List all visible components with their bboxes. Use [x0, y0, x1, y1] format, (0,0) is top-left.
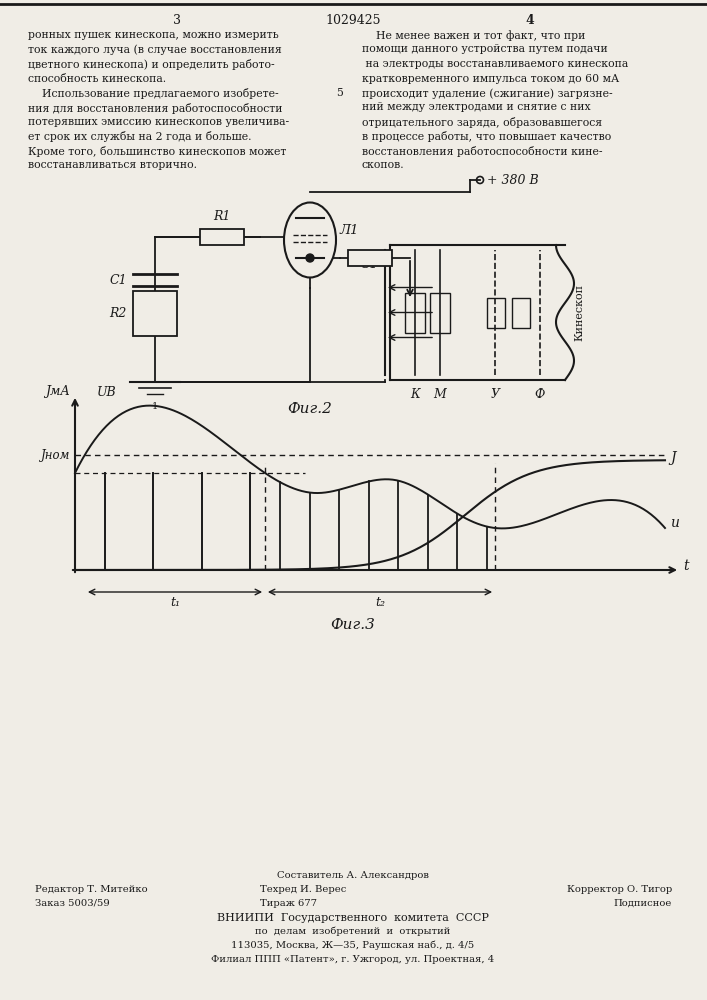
Text: R2: R2	[110, 307, 127, 320]
Text: ВНИИПИ  Государственного  комитета  СССР: ВНИИПИ Государственного комитета СССР	[217, 913, 489, 923]
Text: 1029425: 1029425	[325, 14, 381, 27]
Text: 5: 5	[337, 88, 344, 98]
Text: 1: 1	[152, 402, 158, 411]
Text: по  делам  изобретений  и  открытий: по делам изобретений и открытий	[255, 927, 450, 936]
Text: К: К	[410, 388, 420, 401]
Text: ет срок их службы на 2 года и больше.: ет срок их службы на 2 года и больше.	[28, 131, 252, 142]
Text: помощи данного устройства путем подачи: помощи данного устройства путем подачи	[362, 44, 608, 54]
Bar	[487, 298, 505, 328]
Bar	[430, 292, 450, 332]
Text: t₂: t₂	[375, 596, 385, 609]
Text: Тираж 677: Тираж 677	[260, 899, 317, 908]
Text: Кроме того, большинство кинескопов может: Кроме того, большинство кинескопов может	[28, 146, 286, 157]
Bar	[512, 298, 530, 328]
Text: Использование предлагаемого изобрете-: Использование предлагаемого изобрете-	[28, 88, 279, 99]
Bar	[133, 291, 177, 336]
Text: ронных пушек кинескопа, можно измерить: ронных пушек кинескопа, можно измерить	[28, 30, 279, 40]
Text: Фиг.3: Фиг.3	[331, 618, 375, 632]
Text: на электроды восстанавливаемого кинескопа: на электроды восстанавливаемого кинескоп…	[362, 59, 629, 69]
Bar	[348, 250, 392, 266]
Text: ний между электродами и снятие с них: ний между электродами и снятие с них	[362, 103, 590, 112]
Text: Заказ 5003/59: Заказ 5003/59	[35, 899, 110, 908]
Text: UВ: UВ	[97, 385, 117, 398]
Text: 4: 4	[525, 14, 534, 27]
Text: Корректор О. Тигор: Корректор О. Тигор	[567, 885, 672, 894]
Text: ния для восстановления работоспособности: ния для восстановления работоспособности	[28, 103, 283, 113]
Text: 113035, Москва, Ж—35, Раушская наб., д. 4/5: 113035, Москва, Ж—35, Раушская наб., д. …	[231, 941, 474, 950]
Text: кратковременного импульса током до 60 мА: кратковременного импульса током до 60 мА	[362, 74, 619, 84]
Text: восстанавливаться вторично.: восстанавливаться вторично.	[28, 160, 197, 170]
Text: Составитель А. Александров: Составитель А. Александров	[277, 871, 429, 880]
Bar	[405, 292, 425, 332]
Bar	[200, 229, 244, 245]
Circle shape	[306, 254, 314, 262]
Text: t: t	[683, 559, 689, 573]
Text: Техред И. Верес: Техред И. Верес	[260, 885, 346, 894]
Text: Jном: Jном	[40, 448, 70, 462]
Text: + 380 В: + 380 В	[487, 174, 539, 186]
Text: восстановления работоспособности кине-: восстановления работоспособности кине-	[362, 146, 602, 157]
Text: происходит удаление (сжигание) загрязне-: происходит удаление (сжигание) загрязне-	[362, 88, 613, 99]
Text: в процессе работы, что повышает качество: в процессе работы, что повышает качество	[362, 131, 612, 142]
Text: R1: R1	[214, 210, 230, 223]
Text: JмА: JмА	[45, 385, 70, 398]
Text: Редактор Т. Митейко: Редактор Т. Митейко	[35, 885, 148, 894]
Text: ток каждого луча (в случае восстановления: ток каждого луча (в случае восстановлени…	[28, 44, 282, 55]
Text: u: u	[670, 516, 679, 530]
Text: способность кинескопа.: способность кинескопа.	[28, 74, 166, 84]
Text: цветного кинескопа) и определить работо-: цветного кинескопа) и определить работо-	[28, 59, 274, 70]
Text: Филиал ППП «Патент», г. Ужгород, ул. Проектная, 4: Филиал ППП «Патент», г. Ужгород, ул. Про…	[211, 955, 495, 964]
Text: Подписное: Подписное	[614, 899, 672, 908]
Text: М: М	[433, 388, 446, 401]
Text: Кинескоп: Кинескоп	[574, 284, 584, 341]
Text: Л1: Л1	[340, 224, 359, 236]
Text: потерявших эмиссию кинескопов увеличива-: потерявших эмиссию кинескопов увеличива-	[28, 117, 289, 127]
Text: C1: C1	[110, 273, 127, 286]
Text: отрицательного заряда, образовавшегося: отрицательного заряда, образовавшегося	[362, 117, 602, 128]
Ellipse shape	[284, 202, 336, 277]
Text: 3: 3	[173, 14, 181, 27]
Text: J: J	[670, 451, 676, 465]
Text: скопов.: скопов.	[362, 160, 404, 170]
Text: Ф: Ф	[534, 388, 545, 401]
Text: Не менее важен и тот факт, что при: Не менее важен и тот факт, что при	[362, 30, 585, 41]
Text: t₁: t₁	[170, 596, 180, 609]
Text: S1: S1	[362, 258, 378, 271]
Text: Фиг.2: Фиг.2	[288, 402, 332, 416]
Text: У: У	[491, 388, 500, 401]
